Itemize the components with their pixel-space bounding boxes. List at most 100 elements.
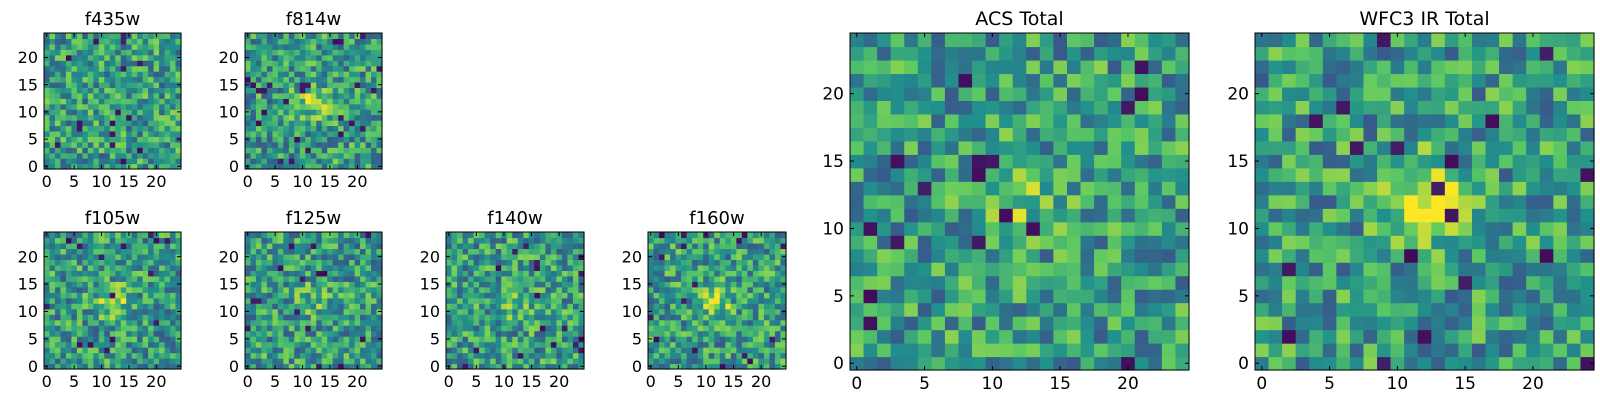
- heatmap-cell: [1268, 289, 1283, 304]
- heatmap-cell: [484, 242, 491, 250]
- heatmap-cell: [277, 54, 284, 61]
- heatmap-cell: [512, 341, 519, 348]
- heatmap-cell: [321, 259, 328, 266]
- heatmap-cell: [332, 54, 339, 61]
- heatmap-cell: [250, 114, 257, 121]
- heatmap-cell: [1026, 127, 1041, 142]
- heatmap-cell: [283, 38, 290, 45]
- heatmap-cell: [137, 336, 144, 343]
- y-tick-label: 0: [430, 357, 440, 376]
- heatmap-cell: [93, 92, 100, 99]
- heatmap-cell: [60, 242, 67, 250]
- heatmap-cell: [1485, 33, 1500, 48]
- heatmap-cell: [890, 127, 905, 142]
- heatmap-cell: [44, 270, 51, 277]
- heatmap-cell: [1526, 248, 1541, 263]
- heatmap-cell: [98, 286, 105, 293]
- heatmap-cell: [65, 363, 72, 370]
- heatmap-cell: [371, 253, 378, 260]
- heatmap-cell: [1566, 302, 1582, 317]
- heatmap-cell: [137, 60, 144, 67]
- heatmap-cell: [512, 297, 519, 304]
- heatmap-cell: [675, 358, 682, 365]
- heatmap-cell: [850, 167, 865, 182]
- heatmap-cell: [109, 237, 116, 244]
- heatmap-cell: [327, 147, 334, 154]
- heatmap-cell: [999, 113, 1014, 128]
- heatmap-cell: [272, 43, 279, 50]
- heatmap-cell: [250, 352, 257, 359]
- heatmap-cell: [1080, 356, 1095, 371]
- heatmap-cell: [65, 65, 72, 72]
- heatmap-cell: [76, 341, 83, 348]
- heatmap-cell: [539, 232, 546, 239]
- heatmap-cell: [769, 297, 776, 304]
- heatmap-cell: [277, 43, 284, 50]
- heatmap-cell: [245, 325, 252, 332]
- heatmap-cell: [54, 114, 62, 121]
- heatmap-cell: [115, 81, 122, 88]
- heatmap-cell: [1499, 343, 1514, 358]
- heatmap-cell: [164, 286, 171, 293]
- heatmap-cell: [316, 264, 323, 271]
- heatmap-cell: [310, 152, 317, 159]
- heatmap-cell: [266, 330, 273, 337]
- heatmap-cell: [1458, 113, 1473, 128]
- heatmap-cell: [769, 352, 776, 359]
- heatmap-cell: [1377, 343, 1392, 358]
- heatmap-cell: [349, 352, 356, 359]
- heatmap-cell: [255, 253, 263, 260]
- heatmap-cell: [115, 347, 122, 354]
- heatmap-cell: [376, 264, 383, 271]
- heatmap-cell: [305, 286, 312, 293]
- heatmap-cell: [451, 358, 458, 365]
- heatmap-cell: [780, 319, 787, 326]
- heatmap-cell: [332, 98, 339, 105]
- heatmap-cell: [904, 113, 919, 128]
- heatmap-cell: [462, 275, 469, 282]
- heatmap-cell: [523, 259, 530, 266]
- heatmap-cell: [567, 264, 574, 271]
- heatmap-cell: [148, 120, 155, 127]
- heatmap-cell: [1377, 100, 1392, 115]
- heatmap-cell: [338, 232, 345, 239]
- heatmap-cell: [1053, 289, 1068, 304]
- heatmap-cell: [917, 113, 932, 128]
- heatmap-cell: [697, 314, 704, 321]
- heatmap-cell: [1566, 167, 1582, 182]
- heatmap-cell: [76, 242, 83, 250]
- heatmap-cell: [93, 275, 100, 282]
- heatmap-cell: [517, 347, 524, 354]
- heatmap-cell: [148, 81, 155, 88]
- heatmap-cell: [120, 92, 127, 99]
- heatmap-cell: [170, 242, 177, 250]
- heatmap-cell: [567, 248, 574, 255]
- heatmap-cell: [931, 289, 946, 304]
- heatmap-cell: [1539, 221, 1554, 236]
- heatmap-cell: [1026, 302, 1041, 317]
- heatmap-cell: [371, 152, 378, 159]
- heatmap-cell: [65, 314, 72, 321]
- heatmap-cell: [283, 292, 290, 299]
- heatmap-cell: [65, 237, 72, 244]
- heatmap-cell: [82, 109, 89, 116]
- heatmap-cell: [708, 308, 715, 315]
- heatmap-cell: [332, 330, 339, 337]
- heatmap-cell: [245, 98, 252, 105]
- heatmap-cell: [539, 242, 546, 250]
- heatmap-cell: [142, 303, 149, 310]
- heatmap-cell: [675, 336, 682, 343]
- heatmap-cell: [109, 253, 116, 260]
- y-tick-label: 15: [18, 275, 38, 294]
- heatmap-cell: [299, 71, 306, 78]
- heatmap-cell: [294, 253, 301, 260]
- heatmap-cell: [283, 297, 290, 304]
- heatmap-cell: [153, 330, 160, 337]
- heatmap-cell: [82, 87, 89, 94]
- heatmap-cell: [1512, 302, 1527, 317]
- heatmap-cell: [266, 232, 273, 239]
- heatmap-cell: [468, 275, 475, 282]
- heatmap-cell: [999, 181, 1014, 196]
- heatmap-cell: [321, 38, 328, 45]
